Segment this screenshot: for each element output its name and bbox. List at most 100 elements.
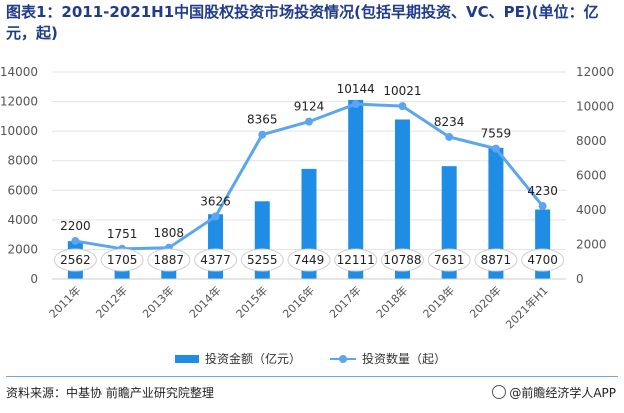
bar-value-text: 8871 bbox=[481, 253, 512, 267]
bar-value-text: 5255 bbox=[247, 253, 278, 267]
line-point bbox=[398, 102, 407, 111]
line-point bbox=[491, 144, 500, 153]
bar-value-text: 7449 bbox=[294, 253, 325, 267]
line-value-label: 8365 bbox=[247, 113, 278, 127]
bar-value-bubble bbox=[287, 248, 331, 272]
source-note: 资料来源：中基协 前瞻产业研究院整理 bbox=[6, 386, 214, 400]
chart-title: 图表1：2011-2021H1中国股权投资市场投资情况(包括早期投资、VC、PE… bbox=[6, 3, 599, 42]
footer-divider bbox=[6, 376, 618, 377]
line-value-label: 1808 bbox=[154, 226, 185, 240]
line-point bbox=[71, 237, 80, 246]
bar-value-text: 1887 bbox=[154, 253, 185, 267]
bar-value-bubble bbox=[147, 248, 191, 272]
y-right-tick-label: 6000 bbox=[576, 169, 607, 183]
y-right-tick-label: 10000 bbox=[576, 100, 614, 114]
y-left-tick-label: 0 bbox=[30, 272, 38, 286]
legend-swatch-line bbox=[330, 353, 356, 365]
x-tick-label: 2020年 bbox=[467, 283, 504, 320]
y-left-tick-label: 10000 bbox=[0, 124, 38, 138]
bar-value-text: 10788 bbox=[383, 253, 421, 267]
x-tick-label: 2012年 bbox=[93, 283, 130, 320]
bar-value-bubble bbox=[380, 248, 424, 272]
y-left-tick-label: 4000 bbox=[7, 213, 38, 227]
bar-value-label: 8871 bbox=[474, 248, 518, 272]
bar bbox=[348, 99, 364, 280]
legend-swatch-bar bbox=[175, 354, 199, 363]
line-point bbox=[445, 132, 454, 141]
x-tick-label: 2019年 bbox=[420, 283, 457, 320]
bar-value-text: 1705 bbox=[107, 253, 138, 267]
bar-value-bubble bbox=[100, 248, 144, 272]
brand-logo-icon bbox=[492, 385, 507, 399]
bar-value-text: 4377 bbox=[200, 253, 231, 267]
brand-credit: @前瞻经济学人APP bbox=[492, 384, 616, 401]
bar-value-label: 5255 bbox=[240, 248, 284, 272]
line-labels: 2200 1751 1808 3626 8365 9124 10144 10021 8234 75… bbox=[60, 82, 558, 241]
y-right-tick-label: 2000 bbox=[576, 238, 607, 252]
y-right-tick-label: 8000 bbox=[576, 134, 607, 148]
x-tick-label: 2017年 bbox=[326, 283, 363, 320]
x-tick-label: 2015年 bbox=[233, 283, 270, 320]
y-left-tick-label: 14000 bbox=[0, 65, 38, 79]
x-tick-label: 2011年 bbox=[46, 283, 83, 320]
y-left-tick-label: 8000 bbox=[7, 154, 38, 168]
bar-value-bubble bbox=[474, 248, 518, 272]
bar-value-bubble bbox=[521, 248, 565, 272]
line-point bbox=[538, 202, 547, 211]
bar-value-label: 7449 bbox=[287, 248, 331, 272]
legend-label-count: 投资数量（起） bbox=[362, 352, 447, 366]
line-point bbox=[258, 130, 267, 139]
y-left-tick-label: 2000 bbox=[7, 242, 38, 256]
y-right-tick-label: 12000 bbox=[576, 65, 614, 79]
bar-value-bubble bbox=[240, 248, 284, 272]
x-tick-label: 2016年 bbox=[280, 283, 317, 320]
bar-value-text: 12111 bbox=[337, 253, 375, 267]
bar-value-label: 10788 bbox=[380, 248, 424, 272]
bar-value-bubble bbox=[427, 248, 471, 272]
x-tick-label: 2021年H1 bbox=[502, 283, 550, 331]
bar-value-label: 1887 bbox=[147, 248, 191, 272]
bar-value-bubble bbox=[53, 248, 97, 272]
bar-value-bubble bbox=[194, 248, 238, 272]
y-left-tick-label: 6000 bbox=[7, 183, 38, 197]
x-axis: 2011年 2012年 2013年 2014年 2015年 2016年 2017年 2018年… bbox=[46, 278, 566, 331]
bar-labels: 2562 1705 1887 4377 5255 7449 12111 10788 7631 88… bbox=[53, 248, 565, 272]
legend-label-amount: 投资金额（亿元） bbox=[205, 352, 302, 366]
bar bbox=[394, 119, 410, 279]
legend-item-count: 投资数量（起） bbox=[330, 350, 446, 367]
bar-value-text: 4700 bbox=[527, 253, 558, 267]
bar bbox=[488, 147, 504, 279]
bar-value-label: 1705 bbox=[100, 248, 144, 272]
line-point bbox=[211, 212, 220, 221]
y-axis-left: 0 2000 4000 6000 8000 10000 12000 14000 bbox=[0, 65, 38, 286]
y-right-tick-label: 4000 bbox=[576, 203, 607, 217]
bar-value-label: 7631 bbox=[427, 248, 471, 272]
x-tick-label: 2014年 bbox=[186, 283, 223, 320]
y-left-tick-label: 12000 bbox=[0, 95, 38, 109]
x-tick-label: 2018年 bbox=[373, 283, 410, 320]
brand-text: @前瞻经济学人APP bbox=[509, 386, 616, 400]
line-value-label: 2200 bbox=[60, 219, 91, 233]
y-right-tick-label: 0 bbox=[576, 272, 584, 286]
line-value-label: 3626 bbox=[200, 194, 231, 208]
line-value-label: 10144 bbox=[337, 82, 375, 96]
line-value-label: 1751 bbox=[107, 227, 138, 241]
bar-value-label: 4700 bbox=[521, 248, 565, 272]
bar-value-bubble bbox=[334, 248, 378, 272]
y-axis-right: 0 2000 4000 6000 8000 10000 12000 bbox=[576, 65, 614, 286]
bar-value-label: 4377 bbox=[194, 248, 238, 272]
legend-item-amount: 投资金额（亿元） bbox=[175, 350, 301, 367]
bar-value-label: 2562 bbox=[53, 248, 97, 272]
line-value-label: 10021 bbox=[383, 84, 421, 98]
line-value-label: 7559 bbox=[481, 127, 512, 141]
line-point bbox=[305, 117, 313, 126]
line-value-label: 9124 bbox=[294, 100, 325, 114]
bar-value-label: 12111 bbox=[334, 248, 378, 272]
bar-value-text: 7631 bbox=[434, 253, 465, 267]
line-point bbox=[351, 100, 360, 109]
line-value-label: 4230 bbox=[527, 184, 558, 198]
bar-value-text: 2562 bbox=[60, 253, 91, 267]
x-tick-label: 2013年 bbox=[139, 283, 176, 320]
line-value-label: 8234 bbox=[434, 115, 465, 129]
